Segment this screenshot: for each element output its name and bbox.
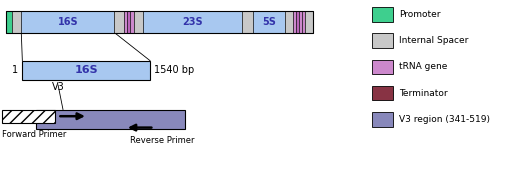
Bar <box>2 110 55 123</box>
Bar <box>22 61 150 80</box>
Bar <box>143 11 242 33</box>
Bar <box>299 11 302 33</box>
Bar <box>372 112 393 127</box>
Text: Forward Primer: Forward Primer <box>2 130 66 139</box>
Bar <box>372 86 393 100</box>
Bar <box>130 11 134 33</box>
Text: tRNA gene: tRNA gene <box>399 62 447 71</box>
Bar <box>36 110 185 129</box>
Text: Promoter: Promoter <box>399 10 440 19</box>
Text: Internal Spacer: Internal Spacer <box>399 36 468 45</box>
Text: 16S: 16S <box>74 65 98 75</box>
Bar <box>124 11 127 33</box>
Bar <box>6 11 313 33</box>
Bar <box>21 11 114 33</box>
Bar <box>296 11 299 33</box>
Bar <box>134 11 143 33</box>
Bar <box>372 33 393 48</box>
Text: 5S: 5S <box>262 17 276 27</box>
Text: 1540 bp: 1540 bp <box>154 65 195 75</box>
Bar <box>305 11 313 33</box>
Text: V3 region (341-519): V3 region (341-519) <box>399 115 490 124</box>
Text: Reverse Primer: Reverse Primer <box>130 136 195 145</box>
Bar <box>372 60 393 74</box>
Bar <box>12 11 21 33</box>
Bar <box>242 11 253 33</box>
Bar <box>372 7 393 22</box>
Text: 16S: 16S <box>57 17 78 27</box>
Bar <box>302 11 305 33</box>
Bar <box>285 11 293 33</box>
Text: Terminator: Terminator <box>399 89 447 98</box>
Text: V3: V3 <box>52 82 64 92</box>
Bar <box>114 11 124 33</box>
Text: 1: 1 <box>12 65 18 75</box>
Bar <box>293 11 296 33</box>
Bar <box>6 11 12 33</box>
Bar <box>253 11 285 33</box>
Text: 23S: 23S <box>182 17 203 27</box>
Bar <box>127 11 130 33</box>
